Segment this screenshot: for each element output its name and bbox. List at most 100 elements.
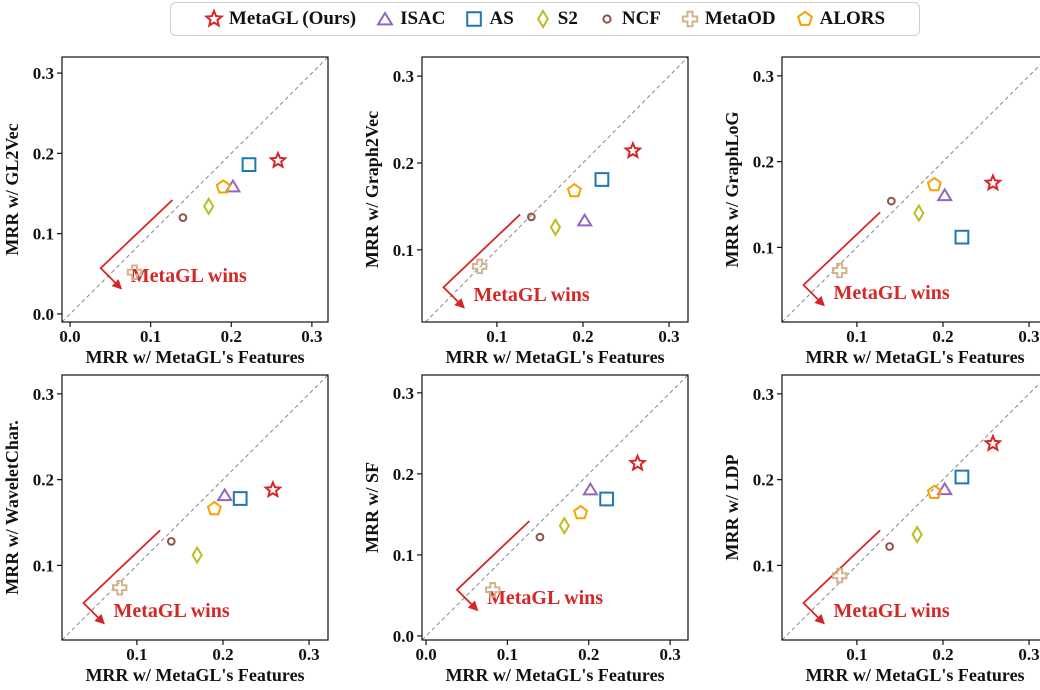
- legend-item-isac: ISAC: [376, 8, 445, 30]
- legend-marker-as: [466, 11, 483, 27]
- y-tick-label: 0.2: [33, 471, 54, 490]
- x-axis-label: MRR w/ MetaGL's Features: [85, 347, 304, 367]
- y-tick-label: 0.3: [753, 67, 774, 86]
- plot-frame: [781, 374, 1040, 641]
- legend-marker-metaod: [681, 10, 699, 28]
- y-tick-label: 0.1: [33, 225, 54, 244]
- point-metagl-ours: [627, 453, 648, 472]
- legend-item-s2: S2: [534, 8, 578, 30]
- circle-marker-icon: [602, 14, 612, 24]
- point-metaod: [831, 262, 848, 279]
- y-tick-label: 0.2: [33, 144, 54, 163]
- point-as: [594, 172, 610, 187]
- metagl-wins-arrow: [442, 213, 521, 309]
- point-alors: [215, 179, 231, 194]
- legend-label: MetaGL (Ours): [228, 8, 357, 29]
- x-tick-label: 0.2: [212, 645, 233, 664]
- y-tick-label: 0.3: [393, 384, 414, 403]
- x-tick-label: 0.3: [659, 645, 680, 664]
- y-axis-label: MRR w/ GL2Vec: [2, 123, 22, 255]
- point-isac: [582, 481, 599, 496]
- legend-item-metaod: MetaOD: [681, 8, 776, 30]
- point-metagl-ours: [268, 150, 288, 169]
- y-axis-label: MRR w/ SF: [362, 462, 382, 553]
- point-alors: [206, 500, 222, 516]
- x-axis-label: MRR w/ MetaGL's Features: [805, 347, 1024, 367]
- y-tick-label: 0.1: [753, 556, 774, 575]
- y-axis-label: MRR w/ LDP: [722, 455, 742, 561]
- x-tick-label: 0.1: [140, 327, 161, 346]
- point-metaod: [126, 264, 143, 280]
- point-isac: [576, 212, 593, 227]
- point-alors: [573, 504, 589, 520]
- y-tick-label: 0.1: [753, 238, 774, 257]
- point-alors: [926, 484, 942, 499]
- plot-frame: [421, 374, 689, 641]
- x-tick-label: 0.1: [846, 645, 867, 664]
- point-metaod: [485, 582, 501, 598]
- metagl-wins-annotation: MetaGL wins: [834, 282, 950, 304]
- y-tick-label: 0.1: [393, 241, 414, 260]
- x-axis-label: MRR w/ MetaGL's Features: [805, 665, 1024, 685]
- plot-frame: [61, 56, 329, 323]
- y-tick-label: 0.2: [753, 471, 774, 490]
- legend-item-alors: ALORS: [796, 8, 885, 30]
- plot-frame: [421, 56, 689, 323]
- point-s2: [913, 203, 925, 223]
- x-tick-label: 0.3: [301, 327, 322, 346]
- x-tick-label: 0.2: [578, 645, 599, 664]
- y-tick-label: 0.2: [753, 153, 774, 172]
- metagl-wins-arrow: [99, 199, 174, 290]
- y-axis-label: MRR w/ WaveletChar.: [2, 420, 22, 595]
- x-tick-label: 0.1: [486, 327, 507, 346]
- y-tick-label: 0.3: [33, 64, 54, 83]
- point-alors: [566, 182, 582, 198]
- point-ncf: [526, 212, 536, 222]
- point-ncf: [886, 196, 896, 206]
- point-metagl-ours: [983, 433, 1003, 452]
- y-tick-label: 0.0: [393, 627, 414, 646]
- y-tick-label: 0.3: [753, 385, 774, 404]
- point-metagl-ours: [623, 140, 643, 160]
- point-metaod: [831, 567, 848, 584]
- y-tick-label: 0.2: [393, 154, 414, 173]
- diagonal-reference-line: [425, 57, 688, 322]
- point-isac: [936, 481, 953, 496]
- y-axis-label: MRR w/ GraphLoG: [722, 111, 742, 267]
- x-tick-label: 0.2: [572, 327, 593, 346]
- point-ncf: [166, 537, 176, 546]
- x-tick-label: 0.3: [1018, 327, 1039, 346]
- point-ncf: [535, 532, 545, 542]
- legend: MetaGL (Ours) ISAC AS S2 NCF MetaOD ALORS: [170, 2, 920, 36]
- metagl-wins-arrow: [82, 529, 161, 625]
- point-metaod: [111, 579, 128, 596]
- y-axis-label: MRR w/ Graph2Vec: [362, 111, 382, 268]
- legend-label: MetaOD: [704, 8, 776, 29]
- metagl-wins-arrow: [455, 520, 530, 612]
- x-tick-label: 0.2: [932, 645, 953, 664]
- metagl-wins-annotation: MetaGL wins: [131, 265, 247, 287]
- point-s2: [549, 217, 562, 237]
- x-tick-label: 0.2: [932, 327, 953, 346]
- legend-item-metagl-ours: MetaGL (Ours): [203, 8, 357, 30]
- legend-marker-alors: [796, 10, 813, 26]
- point-s2: [191, 545, 203, 565]
- x-tick-label: 0.0: [415, 645, 436, 664]
- x-tick-label: 0.3: [298, 645, 319, 664]
- point-alors: [926, 176, 942, 192]
- x-tick-label: 0.1: [846, 327, 867, 346]
- legend-item-as: AS: [465, 8, 514, 30]
- x-tick-label: 0.3: [1018, 645, 1039, 664]
- x-axis-label: MRR w/ MetaGL's Features: [85, 665, 304, 685]
- point-as: [954, 469, 970, 485]
- metagl-wins-annotation: MetaGL wins: [114, 600, 230, 622]
- diamond-marker-icon: [536, 9, 549, 29]
- point-metaod: [471, 258, 488, 275]
